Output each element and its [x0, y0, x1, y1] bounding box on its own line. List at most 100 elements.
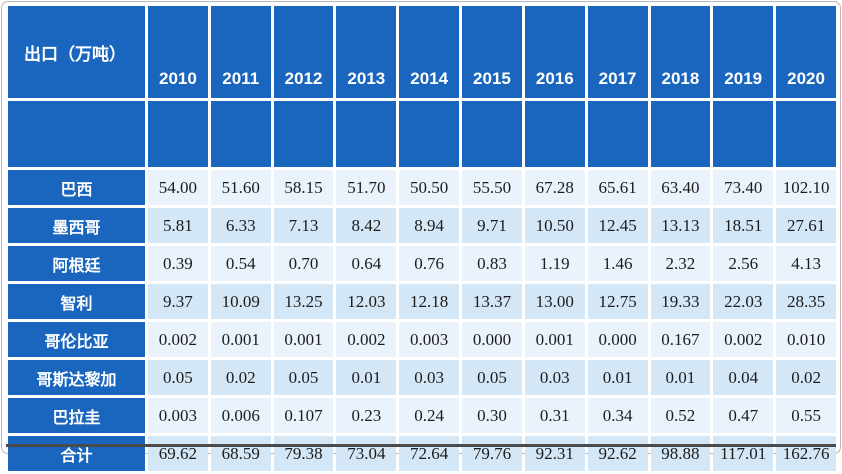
- value-cell: 0.002: [713, 322, 774, 357]
- value-cell: 0.34: [587, 398, 648, 433]
- row-label: 墨西哥: [8, 208, 145, 243]
- empty-blue-row: [8, 101, 836, 167]
- value-cell: 7.13: [273, 208, 334, 243]
- export-table: 出口（万吨） 2010 2011 2012 2013 2014 2015 2016 2017 2…: [5, 3, 839, 474]
- value-cell: 117.01: [713, 436, 774, 471]
- row-label: 哥伦比亚: [8, 322, 145, 357]
- row-label: 合计: [8, 436, 145, 471]
- value-cell: 0.01: [336, 360, 397, 395]
- value-cell: 0.64: [336, 246, 397, 281]
- year-header-2014: 2014: [399, 6, 460, 98]
- value-cell: 0.05: [462, 360, 522, 395]
- table-row: 巴拉圭 0.003 0.006 0.107 0.23 0.24 0.30 0.31 0.34 0.…: [8, 398, 836, 433]
- value-cell: 1.19: [524, 246, 585, 281]
- row-label: 哥斯达黎加: [8, 360, 145, 395]
- value-cell: 0.107: [273, 398, 334, 433]
- empty-cell: [148, 101, 208, 167]
- empty-cell: [336, 101, 397, 167]
- value-cell: 0.01: [650, 360, 711, 395]
- value-cell: 1.46: [587, 246, 648, 281]
- empty-cell: [273, 101, 334, 167]
- year-header-2018: 2018: [650, 6, 711, 98]
- row-label: 阿根廷: [8, 246, 145, 281]
- value-cell: 92.31: [524, 436, 585, 471]
- value-cell: 0.31: [524, 398, 585, 433]
- value-cell: 13.00: [524, 284, 585, 319]
- value-cell: 51.60: [210, 170, 271, 205]
- value-cell: 0.010: [776, 322, 836, 357]
- value-cell: 0.02: [210, 360, 271, 395]
- table-row: 智利 9.37 10.09 13.25 12.03 12.18 13.37 13.00 12.7…: [8, 284, 836, 319]
- value-cell: 73.40: [713, 170, 774, 205]
- value-cell: 13.25: [273, 284, 334, 319]
- value-cell: 12.45: [587, 208, 648, 243]
- value-cell: 0.83: [462, 246, 522, 281]
- value-cell: 18.51: [713, 208, 774, 243]
- row-label: 巴拉圭: [8, 398, 145, 433]
- year-header-2019: 2019: [713, 6, 774, 98]
- empty-cell: [587, 101, 648, 167]
- value-cell: 0.55: [776, 398, 836, 433]
- value-cell: 54.00: [148, 170, 208, 205]
- value-cell: 0.001: [273, 322, 334, 357]
- value-cell: 72.64: [399, 436, 460, 471]
- value-cell: 63.40: [650, 170, 711, 205]
- empty-cell: [524, 101, 585, 167]
- value-cell: 58.15: [273, 170, 334, 205]
- value-cell: 55.50: [462, 170, 522, 205]
- value-cell: 12.18: [399, 284, 460, 319]
- value-cell: 0.70: [273, 246, 334, 281]
- table-row: 巴西 54.00 51.60 58.15 51.70 50.50 55.50 67.28 65.…: [8, 170, 836, 205]
- table-row: 阿根廷 0.39 0.54 0.70 0.64 0.76 0.83 1.19 1.46 2.32 2…: [8, 246, 836, 281]
- value-cell: 102.10: [776, 170, 836, 205]
- value-cell: 0.000: [462, 322, 522, 357]
- value-cell: 0.76: [399, 246, 460, 281]
- empty-cell: [8, 101, 145, 167]
- empty-cell: [462, 101, 522, 167]
- value-cell: 73.04: [336, 436, 397, 471]
- value-cell: 13.37: [462, 284, 522, 319]
- value-cell: 0.54: [210, 246, 271, 281]
- value-cell: 0.001: [524, 322, 585, 357]
- value-cell: 10.50: [524, 208, 585, 243]
- value-cell: 28.35: [776, 284, 836, 319]
- value-cell: 8.94: [399, 208, 460, 243]
- value-cell: 0.47: [713, 398, 774, 433]
- value-cell: 0.04: [713, 360, 774, 395]
- value-cell: 0.03: [399, 360, 460, 395]
- row-label: 智利: [8, 284, 145, 319]
- value-cell: 0.002: [148, 322, 208, 357]
- value-cell: 0.002: [336, 322, 397, 357]
- empty-cell: [399, 101, 460, 167]
- value-cell: 27.61: [776, 208, 836, 243]
- year-header-2012: 2012: [273, 6, 334, 98]
- table-row: 哥伦比亚 0.002 0.001 0.001 0.002 0.003 0.000 0.001 0…: [8, 322, 836, 357]
- value-cell: 19.33: [650, 284, 711, 319]
- value-cell: 0.03: [524, 360, 585, 395]
- value-cell: 12.03: [336, 284, 397, 319]
- table-row: 哥斯达黎加 0.05 0.02 0.05 0.01 0.03 0.05 0.03 0.01 0.0…: [8, 360, 836, 395]
- value-cell: 51.70: [336, 170, 397, 205]
- empty-cell: [650, 101, 711, 167]
- value-cell: 2.56: [713, 246, 774, 281]
- value-cell: 8.42: [336, 208, 397, 243]
- value-cell: 50.50: [399, 170, 460, 205]
- value-cell: 2.32: [650, 246, 711, 281]
- total-row: 合计 69.62 68.59 79.38 73.04 72.64 79.76 92.31 92.…: [8, 436, 836, 471]
- value-cell: 92.62: [587, 436, 648, 471]
- value-cell: 9.71: [462, 208, 522, 243]
- value-cell: 13.13: [650, 208, 711, 243]
- value-cell: 0.30: [462, 398, 522, 433]
- value-cell: 0.01: [587, 360, 648, 395]
- value-cell: 68.59: [210, 436, 271, 471]
- year-header-2013: 2013: [336, 6, 397, 98]
- value-cell: 12.75: [587, 284, 648, 319]
- value-cell: 0.006: [210, 398, 271, 433]
- value-cell: 0.05: [273, 360, 334, 395]
- value-cell: 0.39: [148, 246, 208, 281]
- year-header-2010: 2010: [148, 6, 208, 98]
- value-cell: 10.09: [210, 284, 271, 319]
- value-cell: 22.03: [713, 284, 774, 319]
- year-header-2016: 2016: [524, 6, 585, 98]
- table-bottom-border: [6, 444, 836, 447]
